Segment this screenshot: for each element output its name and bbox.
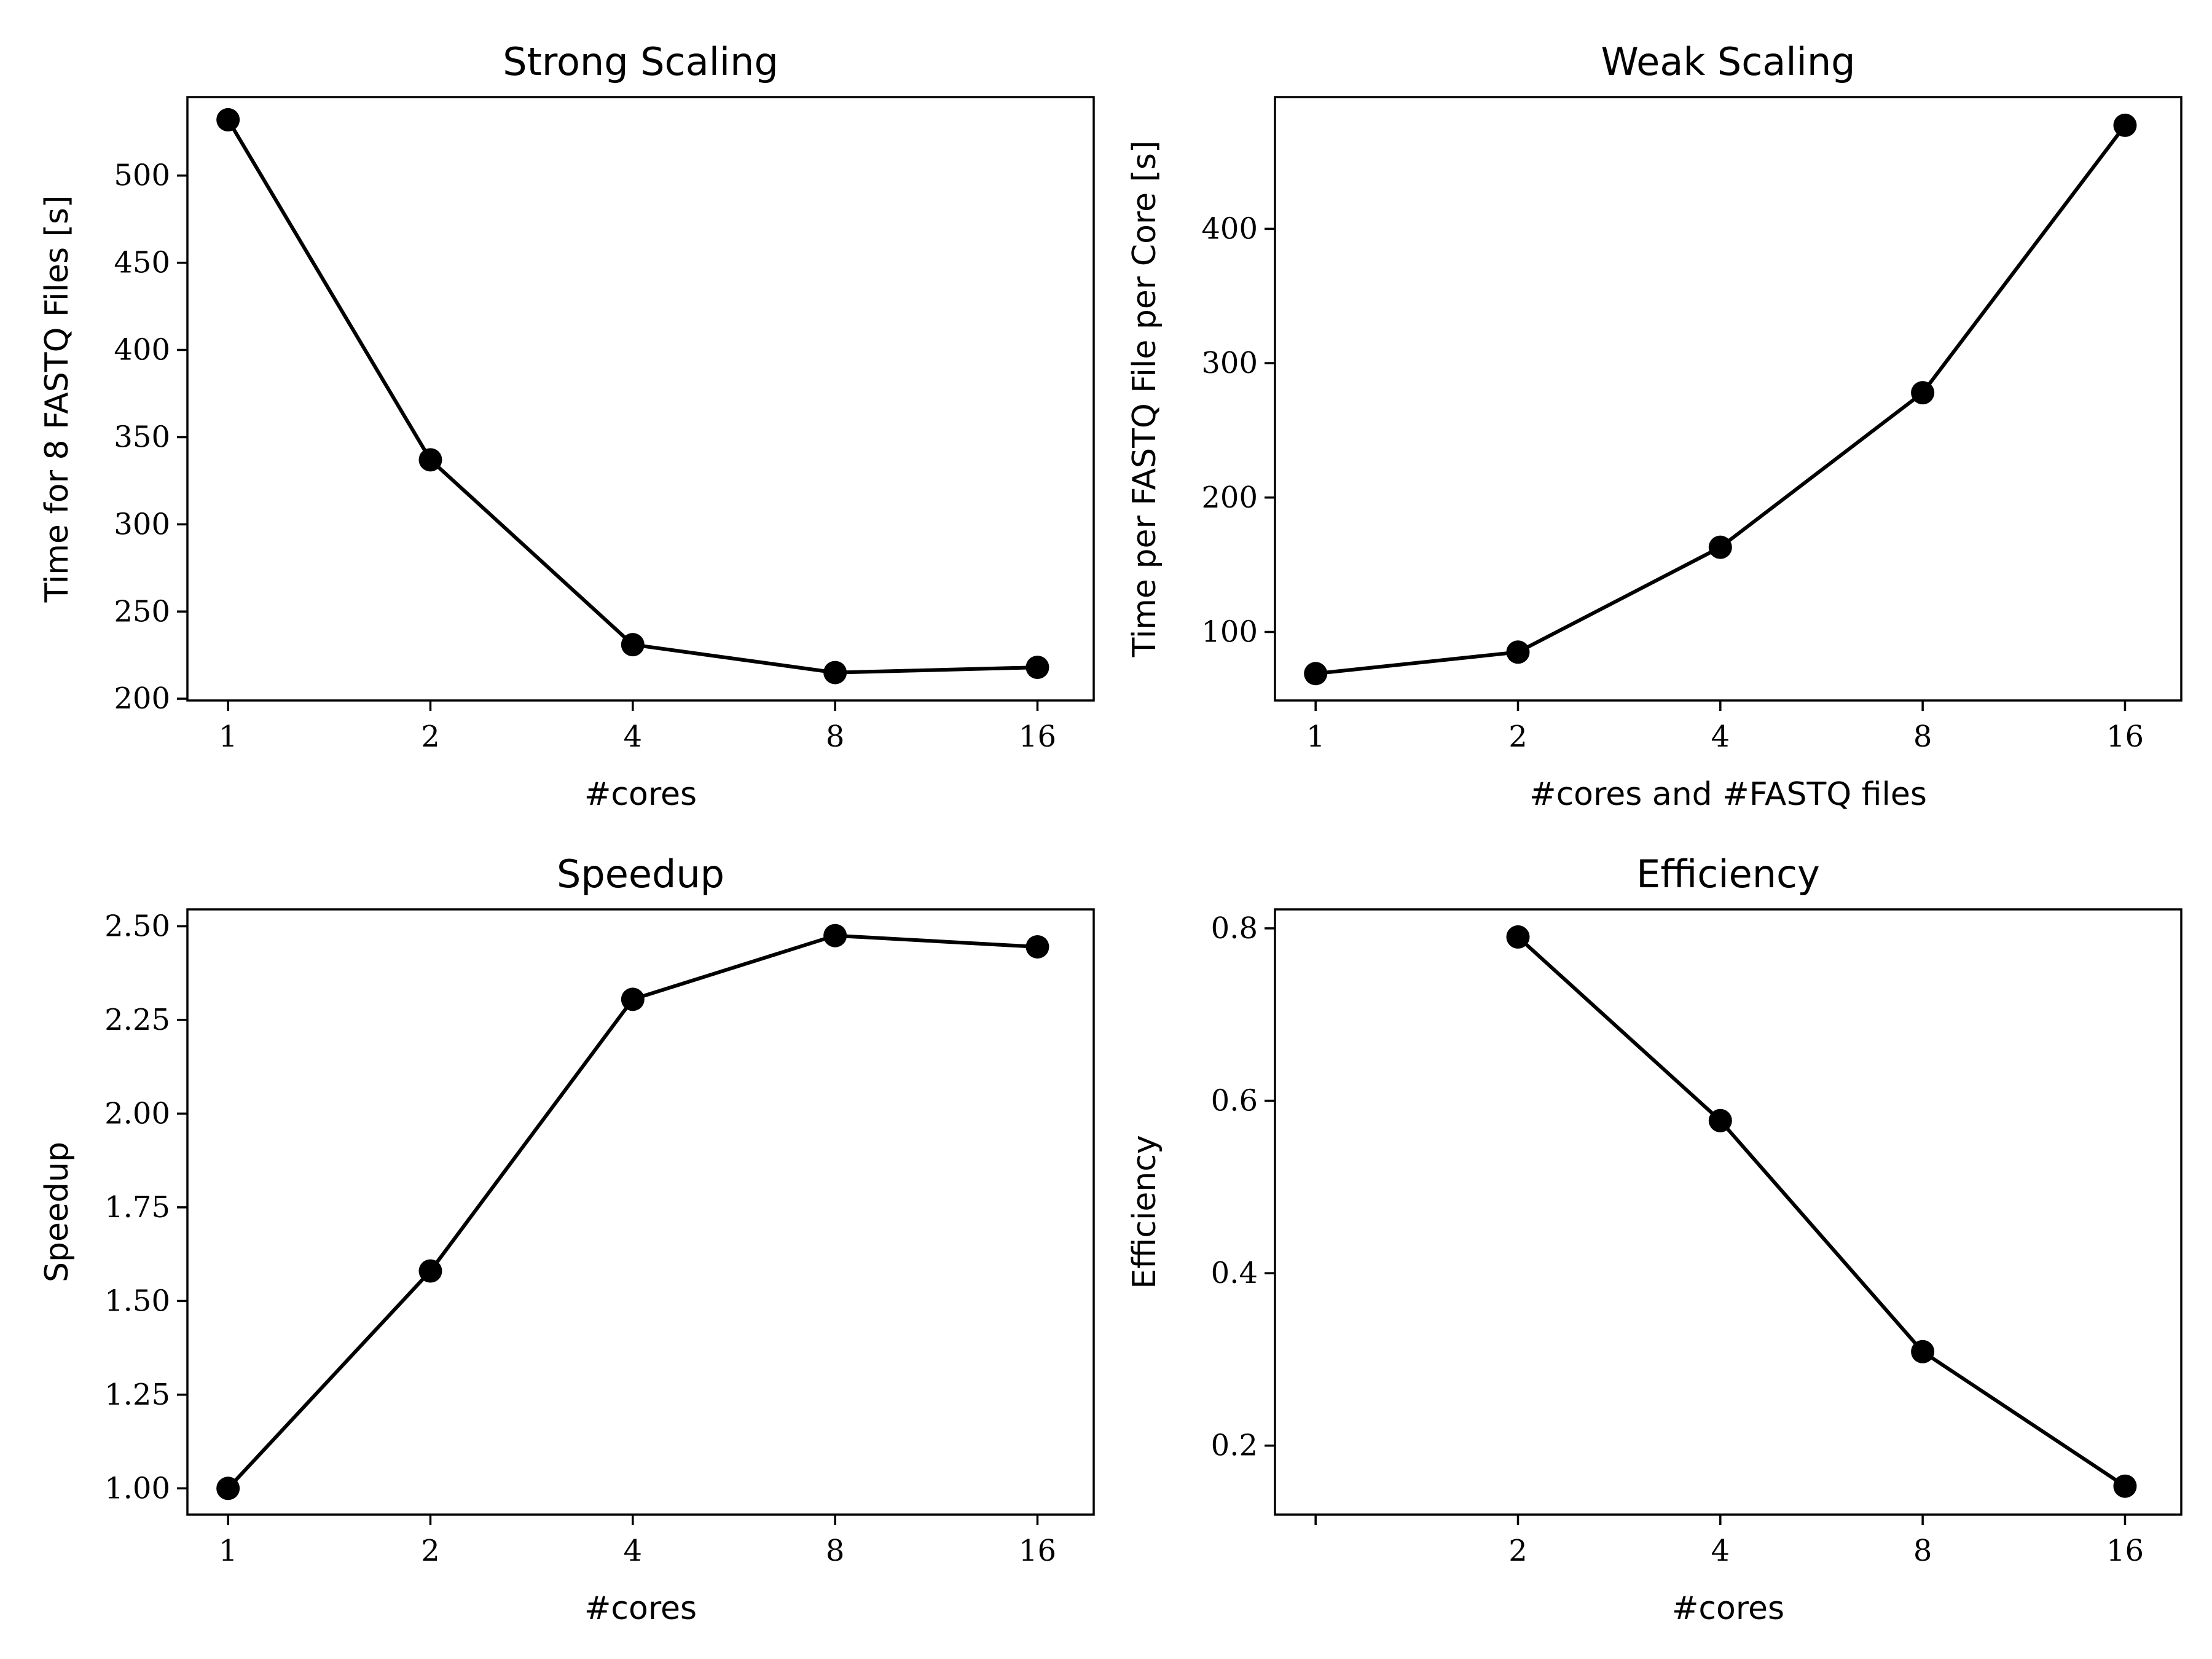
x-axis-label: #cores: [584, 1590, 697, 1627]
y-tick-label: 1.25: [104, 1378, 170, 1412]
x-axis-label: #cores: [1672, 1590, 1784, 1627]
data-point: [823, 661, 847, 684]
series-line: [1315, 124, 2127, 676]
y-tick-label: 200: [1201, 480, 1258, 515]
chart-panel-3: Speedup 1 2 4 8 16 1.00 1.25 1.50 1.75 2.00 2.25 2.5…: [39, 852, 1095, 1627]
x-tick-label: 2: [421, 720, 440, 754]
data-point: [2113, 113, 2137, 137]
y-tick-label: 450: [114, 246, 170, 280]
y-tick-label: 400: [114, 333, 170, 367]
chart-title: Strong Scaling: [503, 39, 779, 84]
x-tick-label: 8: [1913, 720, 1932, 754]
data-point: [1911, 1339, 1935, 1363]
y-tick-label: 300: [114, 507, 170, 541]
plot-frame: [186, 96, 1095, 702]
data-point: [1911, 381, 1935, 405]
x-tick-label: 8: [826, 1534, 845, 1568]
data-point: [1304, 662, 1328, 686]
data-point: [216, 1477, 240, 1500]
data-point: [1708, 535, 1732, 559]
chart-panel-4: Efficiency 2 4 8 16 0.2 0.4 0.6 0.8 #cores Efficie…: [1126, 852, 2183, 1627]
data-point: [1708, 1108, 1732, 1132]
plot-frame: [1274, 908, 2183, 1516]
data-point: [418, 1259, 442, 1283]
series-line: [1516, 935, 2127, 1488]
y-tick-label: 300: [1201, 346, 1258, 380]
data-point: [1506, 925, 1530, 949]
chart-panel-2: Weak Scaling 1 2 4 8 16 100 200 300 400 #cores and…: [1126, 39, 2183, 813]
x-tick-label: 1: [219, 1534, 238, 1568]
y-tick-label: 2.25: [104, 1003, 170, 1037]
x-tick-label: 16: [1019, 720, 1056, 754]
y-tick-label: 0.4: [1211, 1256, 1258, 1290]
x-axis-label: #cores and #FASTQ files: [1529, 776, 1927, 813]
data-point: [1026, 935, 1049, 959]
y-tick-label: 250: [114, 594, 170, 629]
chart-title: Weak Scaling: [1601, 39, 1856, 84]
x-tick-label: 8: [1913, 1534, 1932, 1568]
x-tick-label: 4: [1711, 1534, 1730, 1568]
x-tick-label: 4: [1711, 720, 1730, 754]
y-tick-label: 400: [1201, 211, 1258, 246]
y-tick-label: 500: [114, 159, 170, 193]
y-tick-label: 2.50: [104, 909, 170, 943]
x-tick-label: 16: [1019, 1534, 1056, 1568]
data-point: [1506, 640, 1530, 664]
x-tick-label: 2: [1508, 1534, 1528, 1568]
plot-frame: [186, 908, 1095, 1516]
y-tick-label: 100: [1201, 614, 1258, 649]
x-tick-label: 1: [219, 720, 238, 754]
y-tick-label: 1.75: [104, 1190, 170, 1225]
y-axis-label: Time for 8 FASTQ Files [s]: [39, 195, 76, 603]
y-tick-label: 200: [114, 681, 170, 716]
data-point: [418, 448, 442, 472]
series-line: [226, 119, 1038, 675]
y-tick-label: 0.2: [1211, 1429, 1258, 1463]
data-point: [1026, 656, 1049, 680]
data-point: [823, 924, 847, 947]
x-tick-label: 8: [826, 720, 845, 754]
series-line: [227, 933, 1038, 1490]
data-point: [621, 633, 645, 657]
plot-frame: [1274, 96, 2183, 702]
x-tick-label: 16: [2106, 720, 2144, 754]
data-point: [216, 108, 240, 131]
x-axis-label: #cores: [584, 776, 697, 813]
y-tick-label: 0.8: [1211, 911, 1258, 946]
chart-title: Efficiency: [1636, 852, 1820, 896]
y-tick-label: 350: [114, 420, 170, 454]
y-tick-label: 0.6: [1211, 1083, 1258, 1118]
y-axis-label: Time per FASTQ File per Core [s]: [1126, 141, 1163, 658]
data-point: [2113, 1474, 2137, 1498]
x-tick-label: 16: [2106, 1534, 2144, 1568]
x-tick-label: 2: [421, 1534, 440, 1568]
x-tick-label: 4: [624, 720, 643, 754]
y-tick-label: 2.00: [104, 1096, 170, 1131]
x-tick-label: 2: [1508, 720, 1528, 754]
y-axis-label: Speedup: [39, 1142, 76, 1282]
data-point: [621, 987, 645, 1011]
x-tick-label: 1: [1306, 720, 1325, 754]
y-axis-label: Efficiency: [1126, 1135, 1163, 1288]
chart-title: Speedup: [557, 852, 724, 896]
y-tick-label: 1.00: [104, 1471, 170, 1505]
y-tick-label: 1.50: [104, 1284, 170, 1318]
x-tick-label: 4: [624, 1534, 643, 1568]
chart-panel-1: Strong Scaling 1 2 4 8 16 200 250 300 350 400 450 50…: [39, 39, 1095, 813]
